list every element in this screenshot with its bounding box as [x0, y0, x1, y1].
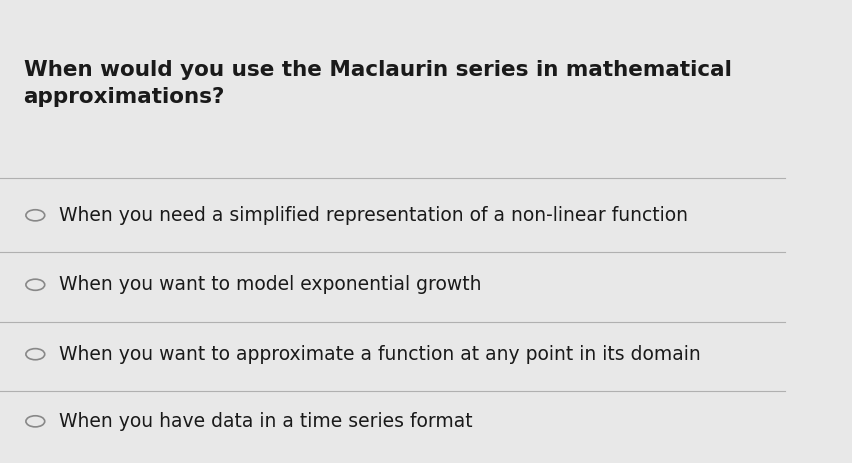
Text: When you need a simplified representation of a non-linear function: When you need a simplified representatio…	[59, 206, 688, 225]
Text: When you have data in a time series format: When you have data in a time series form…	[59, 412, 473, 431]
Text: When you want to model exponential growth: When you want to model exponential growt…	[59, 275, 481, 294]
Text: When would you use the Maclaurin series in mathematical
approximations?: When would you use the Maclaurin series …	[24, 60, 731, 106]
Text: When you want to approximate a function at any point in its domain: When you want to approximate a function …	[59, 344, 700, 364]
